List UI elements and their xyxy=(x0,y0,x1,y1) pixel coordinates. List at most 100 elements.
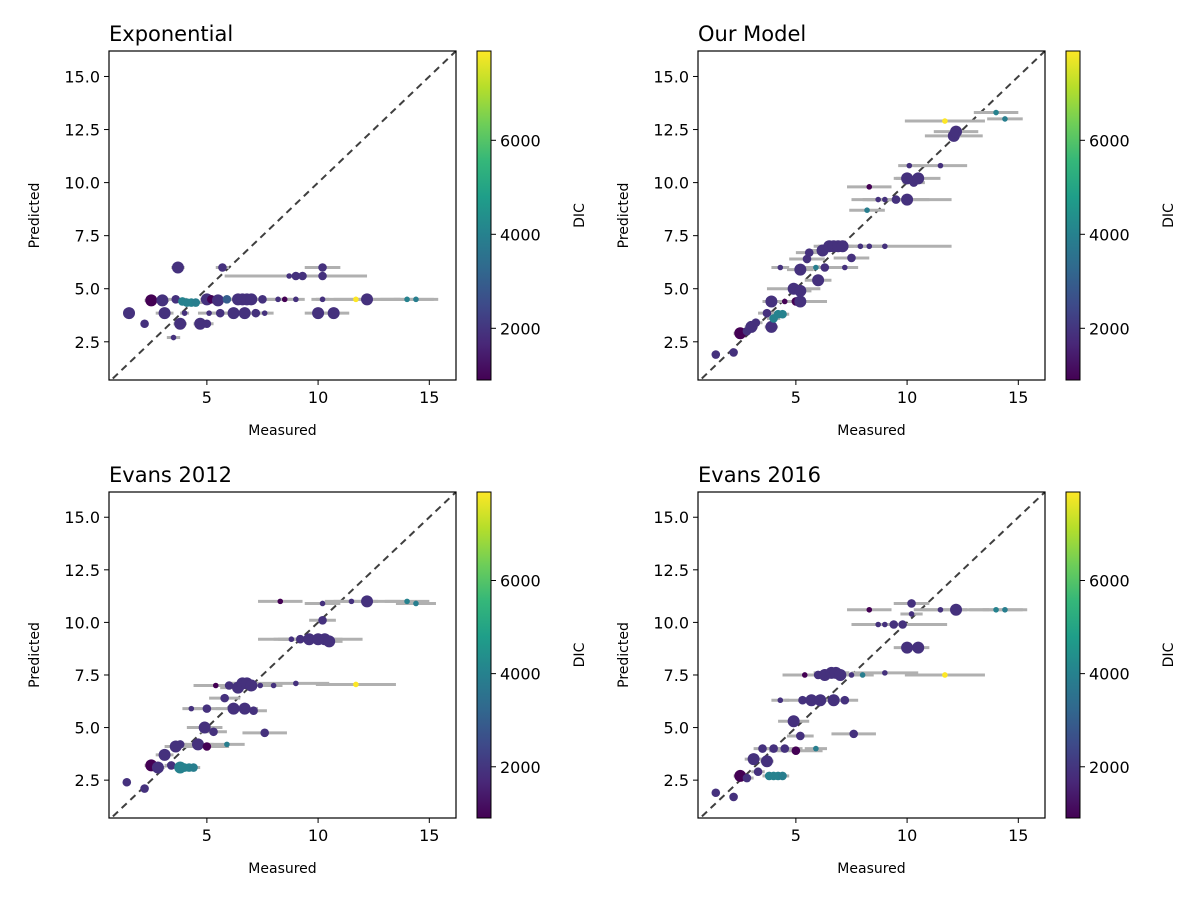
data-point xyxy=(758,744,767,753)
colorbar: 2000 4000 6000 DIC xyxy=(1065,491,1177,819)
data-point xyxy=(794,295,807,308)
data-point xyxy=(753,767,763,777)
data-point xyxy=(312,307,325,320)
data-point xyxy=(353,681,359,688)
data-point xyxy=(866,243,873,250)
data-point xyxy=(875,196,881,203)
data-point xyxy=(827,694,840,707)
data-point xyxy=(791,746,801,755)
y-axis-label: Predicted xyxy=(27,183,43,249)
data-point xyxy=(189,763,198,772)
y-tick-label: 12.5 xyxy=(64,561,100,580)
data-point xyxy=(227,702,240,715)
colorbar-gradient xyxy=(1065,491,1081,819)
data-point xyxy=(864,207,870,213)
y-tick-label: 15.0 xyxy=(653,67,689,86)
identity-line xyxy=(698,492,1045,818)
data-point xyxy=(729,792,738,802)
data-point xyxy=(174,317,187,330)
data-point xyxy=(323,635,336,648)
data-point xyxy=(804,248,814,257)
data-point xyxy=(836,240,849,253)
data-point xyxy=(413,600,419,607)
x-axis-label: Measured xyxy=(837,861,905,877)
data-point xyxy=(318,615,327,625)
data-point xyxy=(257,682,264,689)
y-tick-label: 7.5 xyxy=(75,666,100,685)
axes-frame xyxy=(697,50,1046,381)
data-point xyxy=(751,318,761,327)
data-point xyxy=(882,243,888,250)
data-point xyxy=(912,641,925,654)
y-tick-label: 12.5 xyxy=(653,121,689,140)
data-point xyxy=(889,620,899,629)
colorbar: 2000 4000 6000 DIC xyxy=(476,50,588,381)
x-tick-label: 15 xyxy=(419,388,439,407)
data-point xyxy=(866,606,873,613)
data-point xyxy=(742,773,752,783)
panel-3: Evans 2012 5 10 15 2.5 5.0 7.5 10.0 12.5 15.0 Meas… xyxy=(27,463,588,877)
identity-line xyxy=(109,492,456,818)
data-point xyxy=(158,307,171,320)
data-point xyxy=(404,296,410,303)
plot-area xyxy=(698,51,1045,380)
data-point xyxy=(224,681,234,690)
data-point xyxy=(270,682,277,689)
data-point xyxy=(882,621,888,628)
x-axis-label: Measured xyxy=(837,423,905,439)
y-tick-label: 15.0 xyxy=(64,508,100,527)
data-point xyxy=(882,196,888,203)
data-point xyxy=(840,695,850,705)
data-point xyxy=(762,308,772,318)
axes-frame xyxy=(108,491,457,819)
colorbar: 2000 4000 6000 DIC xyxy=(476,491,588,819)
data-point xyxy=(787,715,800,728)
data-point xyxy=(191,738,204,751)
data-point xyxy=(286,273,292,279)
data-point xyxy=(170,334,177,341)
data-point xyxy=(413,296,419,303)
data-point xyxy=(834,668,847,681)
panel-4: Evans 2016 5 10 15 2.5 5.0 7.5 10.0 12.5 15.0 Meas… xyxy=(616,463,1177,877)
data-point xyxy=(842,264,848,271)
data-point xyxy=(866,184,873,190)
colorbar-tick-label: 4000 xyxy=(500,225,541,244)
data-point xyxy=(215,308,225,318)
data-point xyxy=(224,741,230,748)
data-point xyxy=(711,350,721,359)
data-point xyxy=(181,310,188,316)
y-tick-label: 12.5 xyxy=(653,561,689,580)
y-tick-label: 10.0 xyxy=(64,174,100,193)
x-tick-label: 5 xyxy=(791,388,801,407)
data-point xyxy=(318,271,327,281)
y-tick-label: 5.0 xyxy=(75,719,100,738)
data-point xyxy=(206,310,212,316)
data-point xyxy=(794,263,807,276)
data-point xyxy=(293,296,299,303)
data-point xyxy=(171,295,181,304)
data-point xyxy=(140,319,149,329)
colorbar-tick-label: 2000 xyxy=(1089,758,1130,777)
colorbar-label: DIC xyxy=(1161,642,1177,667)
data-point xyxy=(814,694,827,707)
identity-line xyxy=(698,51,1045,380)
y-tick-label: 12.5 xyxy=(64,121,100,140)
data-point xyxy=(777,697,784,704)
y-axis-label: Predicted xyxy=(616,622,632,688)
data-point xyxy=(158,748,171,761)
data-point xyxy=(194,317,207,330)
panel-2: Our Model 5 10 15 2.5 5.0 7.5 10.0 12.5 15.0 Measu… xyxy=(616,22,1177,439)
data-point xyxy=(298,271,307,281)
colorbar-tick-label: 2000 xyxy=(500,758,541,777)
y-tick-label: 7.5 xyxy=(75,227,100,246)
data-point xyxy=(291,271,301,281)
data-point xyxy=(202,742,212,751)
data-point xyxy=(123,307,136,320)
data-point xyxy=(729,348,738,357)
colorbar-tick-label: 6000 xyxy=(1089,571,1130,590)
data-point xyxy=(145,294,158,307)
data-point xyxy=(875,621,881,628)
y-tick-label: 2.5 xyxy=(75,333,100,352)
data-point xyxy=(353,296,359,303)
data-point xyxy=(260,728,270,738)
